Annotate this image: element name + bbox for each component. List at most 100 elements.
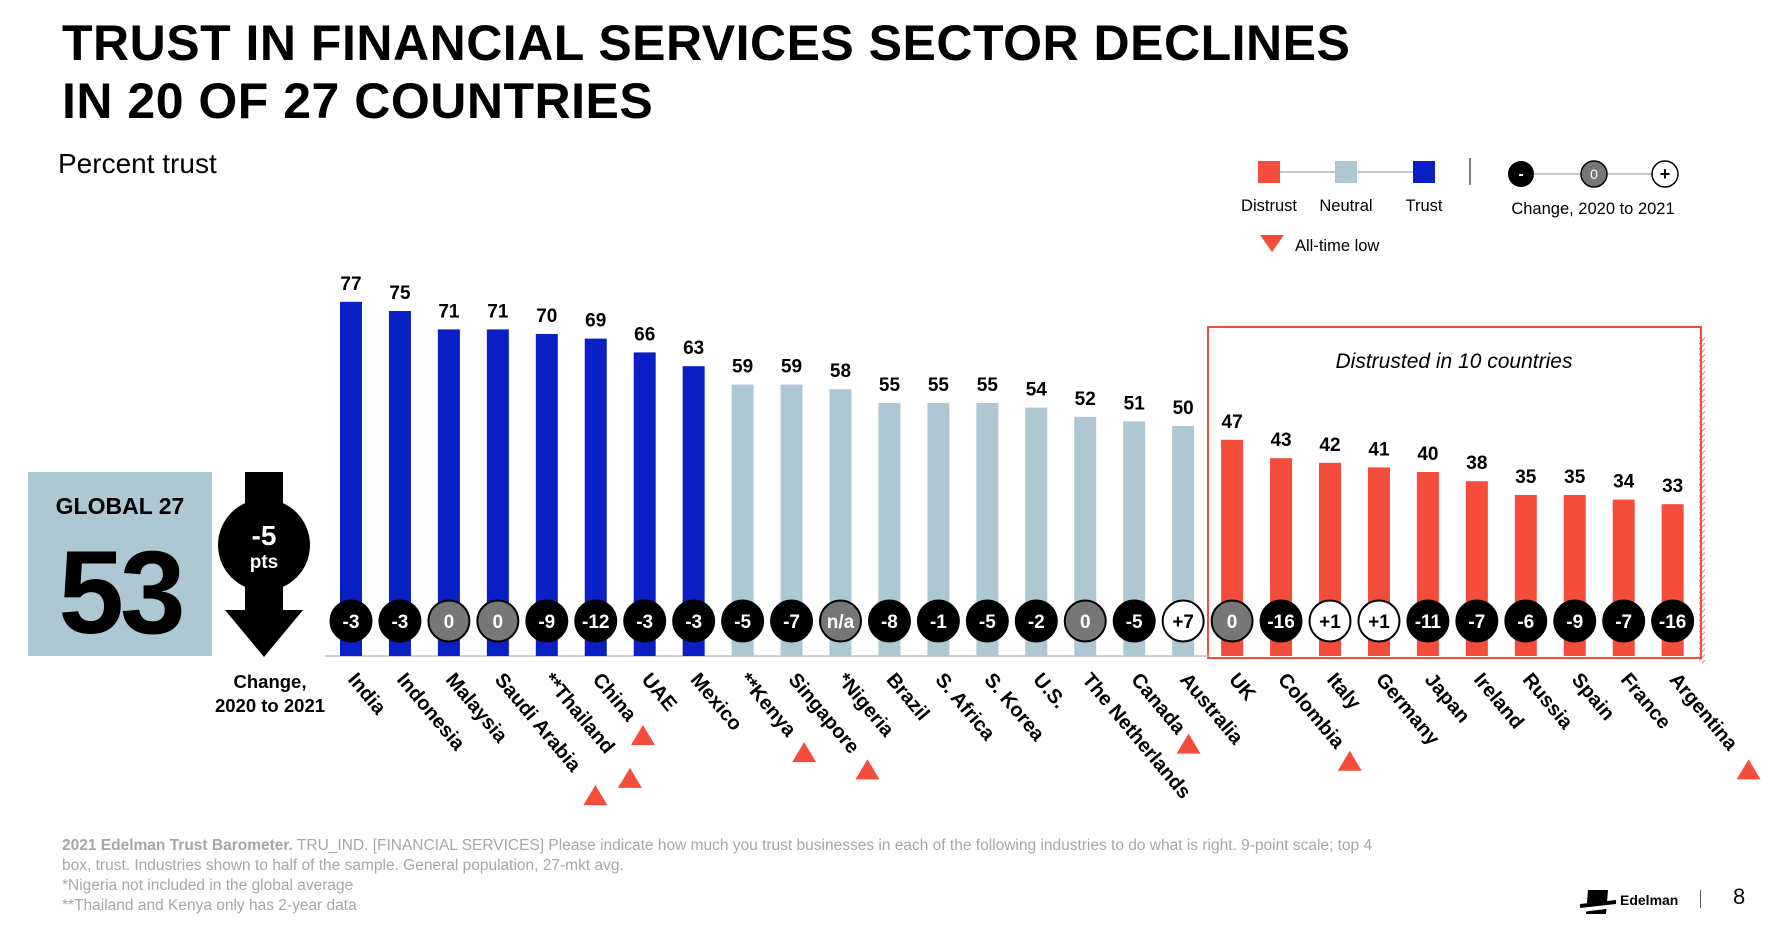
bar-india bbox=[340, 301, 362, 656]
all-time-low-icon-china bbox=[630, 725, 655, 746]
global-box bbox=[28, 472, 212, 656]
page-title: TRUST IN FINANCIAL SERVICES SECTOR DECLI… bbox=[62, 14, 1512, 130]
edelman-logo-icon bbox=[1580, 890, 1616, 914]
bar-s-korea bbox=[976, 403, 999, 656]
change-value-italy: +1 bbox=[1319, 612, 1341, 633]
change-badge-australia bbox=[1161, 599, 1205, 643]
bar-saudi-arabia bbox=[486, 329, 509, 656]
category-label-mexico: Mexico bbox=[686, 669, 746, 735]
bar-u-s bbox=[1025, 407, 1048, 656]
change-badge-brazil bbox=[867, 599, 911, 643]
all-time-low-icon-kenya bbox=[792, 742, 817, 763]
global-label: GLOBAL 27 bbox=[56, 493, 185, 519]
bar-mexico bbox=[682, 366, 705, 656]
change-badge-argentina bbox=[1651, 599, 1695, 643]
change-value-the-netherlands: 0 bbox=[1080, 612, 1091, 633]
distrusted-box-label: Distrusted in 10 countries bbox=[1336, 350, 1573, 373]
value-label-nigeria: 58 bbox=[830, 361, 851, 382]
bar-canada bbox=[1123, 421, 1146, 656]
distrusted-box bbox=[1207, 326, 1702, 659]
change-badge-ireland bbox=[1455, 599, 1499, 643]
legend-plus-symbol: + bbox=[1660, 164, 1671, 184]
legend-zero-badge bbox=[1580, 160, 1608, 188]
global-change-arrowhead bbox=[225, 610, 303, 657]
change-badge-italy bbox=[1308, 599, 1352, 643]
bar-uae bbox=[633, 352, 656, 656]
global-panel: GLOBAL 27 53 -5 pts Change, 2020 to 2021 bbox=[28, 472, 325, 716]
category-label-u-s: U.S. bbox=[1028, 669, 1070, 713]
value-label-germany: 41 bbox=[1368, 439, 1390, 460]
all-time-low-icon-saudi-arabia bbox=[583, 785, 608, 806]
legend-all-time-low-icon bbox=[1260, 235, 1284, 252]
legend: Distrust Neutral Trust - 0 + Change, 202… bbox=[1241, 158, 1679, 255]
category-label-uae: UAE bbox=[637, 669, 681, 715]
change-badge-thailand bbox=[525, 599, 569, 643]
change-badge-uae bbox=[623, 599, 667, 643]
value-label-singapore: 59 bbox=[781, 357, 802, 378]
value-label-japan: 40 bbox=[1417, 444, 1438, 465]
value-label-kenya: 59 bbox=[732, 357, 753, 378]
value-label-u-s: 54 bbox=[1026, 380, 1048, 401]
change-value-malaysia: 0 bbox=[444, 612, 455, 633]
legend-change-label: Change, 2020 to 2021 bbox=[1511, 200, 1674, 218]
value-label-saudi-arabia: 71 bbox=[487, 301, 509, 322]
change-badge-malaysia bbox=[427, 599, 471, 643]
value-label-the-netherlands: 52 bbox=[1075, 389, 1096, 410]
change-badge-uk bbox=[1210, 599, 1254, 643]
title-line-1: TRUST IN FINANCIAL SERVICES SECTOR DECLI… bbox=[62, 15, 1351, 71]
change-value-spain: -9 bbox=[1566, 612, 1583, 633]
distrusted-region: Distrusted in 10 countries bbox=[1207, 326, 1705, 663]
category-label-ireland: Ireland bbox=[1469, 669, 1528, 733]
global-change-caption-1: Change, bbox=[234, 671, 307, 692]
value-label-colombia: 43 bbox=[1270, 430, 1291, 451]
value-label-s-korea: 55 bbox=[977, 375, 999, 396]
footnotes: 2021 Edelman Trust Barometer. TRU_IND. [… bbox=[62, 836, 1512, 916]
all-time-low-icon-thailand bbox=[617, 767, 642, 788]
bar-australia bbox=[1172, 426, 1195, 656]
category-label-italy: Italy bbox=[1322, 669, 1365, 714]
value-label-india: 77 bbox=[340, 274, 361, 295]
bar-china bbox=[584, 338, 607, 656]
change-badge-spain bbox=[1553, 599, 1597, 643]
change-value-germany: +1 bbox=[1368, 612, 1390, 633]
brand-name: Edelman bbox=[1620, 892, 1679, 908]
footnote-line-4: **Thailand and Kenya only has 2-year dat… bbox=[62, 897, 357, 914]
change-badge-indonesia bbox=[378, 599, 422, 643]
legend-label-trust: Trust bbox=[1406, 197, 1443, 215]
change-value-singapore: -7 bbox=[783, 612, 800, 633]
bar-chart: Distrust Neutral Trust - 0 + Change, 202… bbox=[28, 158, 1761, 806]
global-value: 53 bbox=[58, 527, 182, 659]
category-label-uk: UK bbox=[1224, 669, 1260, 706]
all-time-low-icon-canada bbox=[1176, 733, 1201, 754]
bar-kenya bbox=[731, 384, 754, 656]
change-value-uae: -3 bbox=[636, 612, 653, 633]
legend-swatch-trust bbox=[1413, 161, 1435, 183]
value-label-ireland: 38 bbox=[1466, 453, 1487, 474]
change-badge-canada bbox=[1112, 599, 1156, 643]
value-label-france: 34 bbox=[1613, 472, 1635, 493]
value-label-canada: 51 bbox=[1124, 393, 1146, 414]
change-value-ireland: -7 bbox=[1468, 612, 1485, 633]
change-badge-s-africa bbox=[916, 599, 960, 643]
bar-brazil bbox=[878, 403, 901, 656]
change-value-japan: -11 bbox=[1415, 612, 1442, 633]
change-badge-india bbox=[329, 599, 373, 643]
global-change-value: -5 bbox=[252, 520, 277, 551]
legend-minus-badge bbox=[1508, 161, 1534, 187]
change-value-russia: -6 bbox=[1517, 612, 1534, 633]
value-label-s-africa: 55 bbox=[928, 375, 950, 396]
value-label-spain: 35 bbox=[1564, 467, 1586, 488]
category-label-russia: Russia bbox=[1518, 669, 1578, 734]
value-label-thailand: 70 bbox=[536, 306, 557, 327]
global-change-unit: pts bbox=[250, 552, 279, 573]
value-label-malaysia: 71 bbox=[438, 301, 460, 322]
value-label-uk: 47 bbox=[1222, 412, 1243, 433]
value-label-indonesia: 75 bbox=[389, 283, 411, 304]
change-value-india: -3 bbox=[343, 612, 360, 633]
category-label-france: France bbox=[1616, 669, 1675, 733]
change-value-mexico: -3 bbox=[685, 612, 702, 633]
change-badge-russia bbox=[1504, 599, 1548, 643]
change-value-argentina: -16 bbox=[1659, 612, 1686, 633]
bar-nigeria bbox=[829, 389, 852, 656]
change-badge-kenya bbox=[721, 599, 765, 643]
